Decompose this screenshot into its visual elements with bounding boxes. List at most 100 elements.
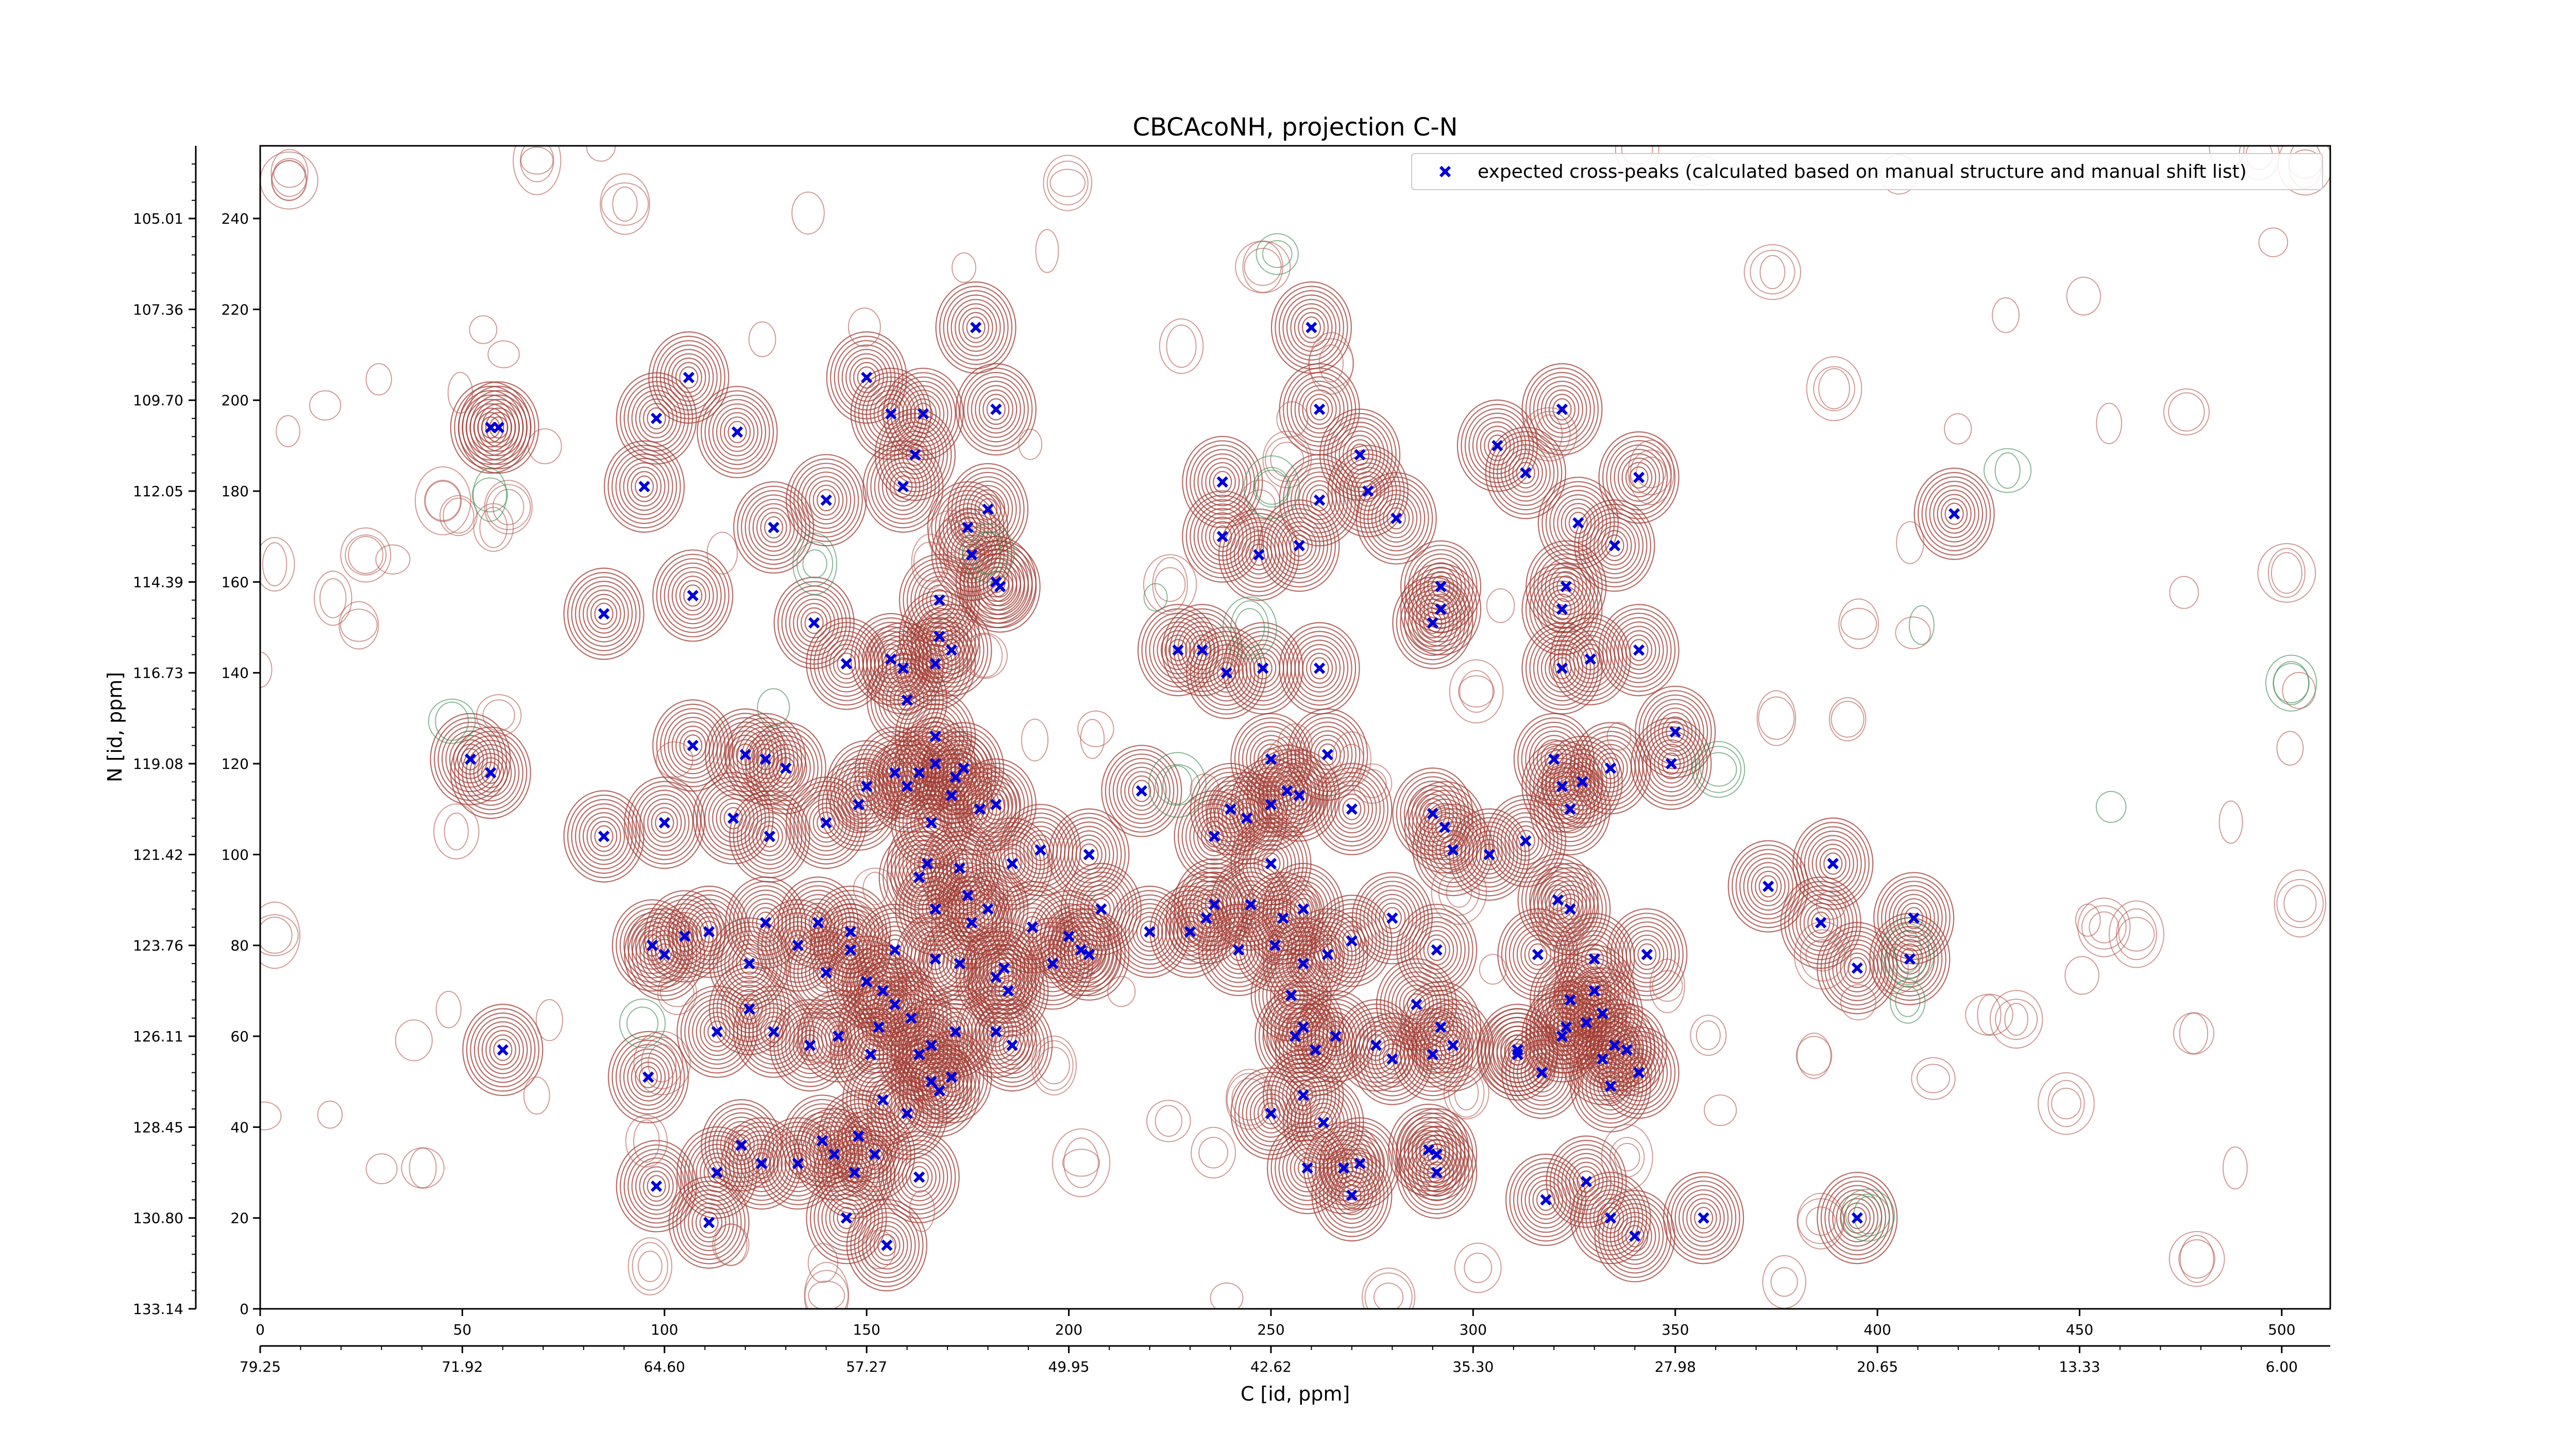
contour-ring [959, 990, 1033, 1074]
contour-ring [1197, 508, 1248, 565]
noise-contour [632, 1242, 668, 1291]
contour-ring [1598, 431, 1680, 524]
noise-contour [1332, 731, 1371, 787]
contour-ring [1310, 734, 1345, 774]
noise-contour [1805, 1206, 1836, 1236]
contour-ring [971, 553, 1029, 620]
cross-peak-point [962, 889, 974, 901]
contour-ring [1423, 803, 1466, 852]
noise-contour [2051, 1087, 2081, 1120]
contour-ring [1589, 1062, 1632, 1111]
contour-ring [733, 985, 815, 1078]
contour-ring [1553, 617, 1627, 701]
contour-ring [579, 807, 629, 865]
contour-ring [616, 1140, 697, 1233]
cross-peak-point [1035, 844, 1046, 856]
contour-ring [1323, 1162, 1381, 1228]
cross-peak-point [1520, 467, 1532, 479]
contour-ring [1606, 1035, 1672, 1110]
contour-ring [1493, 1025, 1543, 1083]
noise-contour [1191, 1126, 1236, 1178]
contour-ring [651, 807, 678, 838]
contour-ring [963, 767, 1029, 842]
contour-ring [660, 558, 726, 633]
y-tick-label: 120 [222, 755, 249, 772]
contour-ring [1197, 453, 1248, 511]
noise-contour [1527, 411, 1571, 458]
legend: expected cross-peaks (calculated based o… [1411, 153, 2323, 190]
contour-ring [1185, 440, 1259, 524]
cross-peak-point [853, 1130, 865, 1142]
noise-contour [626, 1006, 659, 1040]
noise-contour [2168, 392, 2205, 432]
cross-peak-point [711, 1026, 723, 1038]
contour-ring [849, 1125, 869, 1148]
noise-contour [1756, 690, 1797, 746]
contour-ring [829, 1198, 864, 1238]
noise-contour [520, 146, 554, 182]
contour-ring [1848, 957, 1867, 980]
contour-ring [728, 1126, 794, 1201]
contour-ring [1804, 830, 1862, 897]
cross-peak-point [1362, 485, 1374, 497]
cross-peak-point [844, 926, 856, 938]
contour-ring [760, 739, 811, 797]
contour-ring [890, 1144, 948, 1210]
contour-ring [760, 825, 779, 848]
contour-ring [1609, 1207, 1660, 1265]
cross-peak-point [485, 767, 497, 779]
cross-peak-point [990, 971, 1002, 983]
noise-contour [640, 1037, 684, 1090]
contour-ring [950, 507, 985, 548]
x-ppm-tick-label: 64.60 [644, 1358, 685, 1375]
contour-ring [930, 1003, 981, 1060]
cross-peak-point [990, 799, 1002, 811]
contour-ring [1589, 517, 1640, 575]
contour-ring [926, 1075, 953, 1106]
contour-ring [913, 402, 933, 425]
contour-ring [1301, 316, 1321, 339]
contour-ring [676, 1185, 742, 1260]
contour-ring [1800, 826, 1866, 901]
contour-ring [1481, 1013, 1554, 1097]
cross-peak-point [1422, 1144, 1435, 1156]
contour-ring [1056, 817, 1122, 892]
cross-peak-point [889, 999, 901, 1010]
peak-contour [1351, 872, 1433, 965]
cross-peak-point [861, 976, 873, 988]
contour-ring [1533, 376, 1591, 443]
contour-ring [1132, 912, 1167, 952]
contour-ring [1400, 908, 1473, 992]
contour-ring [1508, 821, 1543, 861]
contour-ring [1294, 1089, 1353, 1156]
contour-ring [1327, 1166, 1377, 1224]
contour-ring [1275, 285, 1348, 369]
noise-contour [1318, 344, 1344, 383]
noise-contour [260, 916, 293, 954]
noise-contour [796, 541, 834, 587]
contour-ring [845, 1120, 872, 1152]
contour-ring [1568, 512, 1588, 534]
noise-contour [1890, 979, 1926, 1024]
noise-contour [271, 160, 307, 201]
contour-ring [664, 349, 714, 407]
cross-peak-point [804, 1039, 816, 1051]
noise-contour [1540, 907, 1581, 954]
contour-ring [1512, 457, 1539, 488]
cross-peak-point [1536, 1067, 1548, 1079]
cross-peak-point [755, 1157, 768, 1169]
y-axis-ppm: 133.14 130.80 128.45 126.11 123.76 121.42 119.… [133, 146, 197, 1318]
contour-ring [1888, 935, 1931, 984]
cross-peak-point [885, 653, 897, 665]
noise-contour [1628, 440, 1674, 506]
contour-ring [727, 420, 747, 444]
cross-peak-point [1297, 1021, 1309, 1033]
contour-ring [918, 576, 961, 625]
contour-ring [1423, 589, 1459, 629]
contour-ring [1379, 902, 1406, 934]
contour-ring [1625, 634, 1653, 666]
contour-ring [676, 1126, 758, 1219]
contour-ring [716, 971, 783, 1047]
contour-ring [867, 654, 948, 747]
noise-contour [1840, 984, 1876, 1021]
